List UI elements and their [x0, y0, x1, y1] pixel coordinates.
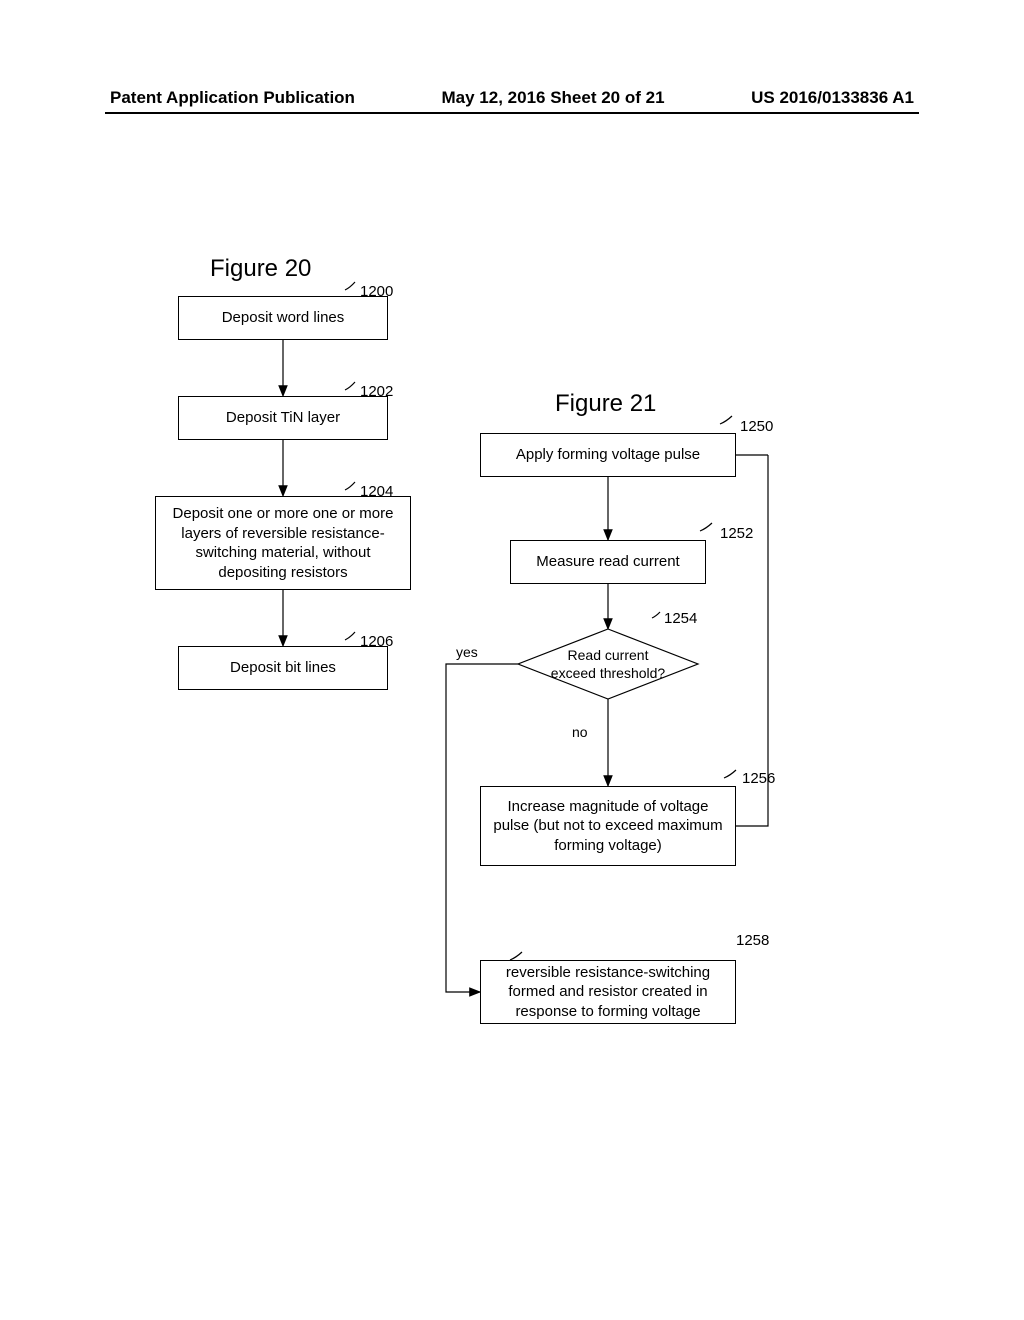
- box-formed-resistor-created: reversible resistance-switching formed a…: [480, 960, 736, 1024]
- header-center: May 12, 2016 Sheet 20 of 21: [442, 88, 665, 108]
- ref-1254: 1254: [664, 610, 697, 627]
- ref-1256: 1256: [742, 770, 775, 787]
- box-measure-read-current: Measure read current: [510, 540, 706, 584]
- page-root: Patent Application Publication May 12, 2…: [0, 0, 1024, 1320]
- box-deposit-reversible-material: Deposit one or more one or more layers o…: [155, 496, 411, 590]
- box-deposit-tin-layer: Deposit TiN layer: [178, 396, 388, 440]
- decision-no-label: no: [572, 724, 588, 740]
- ref-1206: 1206: [360, 633, 393, 650]
- ref-1258: 1258: [736, 932, 769, 949]
- page-header: Patent Application Publication May 12, 2…: [0, 88, 1024, 108]
- box-deposit-word-lines: Deposit word lines: [178, 296, 388, 340]
- header-left: Patent Application Publication: [110, 88, 355, 108]
- figure-20-title: Figure 20: [210, 255, 311, 283]
- header-rule: [105, 112, 919, 114]
- ref-1202: 1202: [360, 383, 393, 400]
- figure-21-title: Figure 21: [555, 390, 656, 418]
- ref-1200: 1200: [360, 283, 393, 300]
- box-deposit-bit-lines: Deposit bit lines: [178, 646, 388, 690]
- ref-1250: 1250: [740, 418, 773, 435]
- box-increase-voltage-pulse: Increase magnitude of voltage pulse (but…: [480, 786, 736, 866]
- svg-text:exceed threshold?: exceed threshold?: [551, 665, 666, 681]
- box-apply-forming-voltage: Apply forming voltage pulse: [480, 433, 736, 477]
- decision-yes-label: yes: [456, 644, 478, 660]
- ref-1204: 1204: [360, 483, 393, 500]
- svg-text:Read current: Read current: [568, 647, 649, 663]
- header-right: US 2016/0133836 A1: [751, 88, 914, 108]
- flowchart-svg: Read current exceed threshold?: [0, 0, 1024, 1320]
- ref-1252: 1252: [720, 525, 753, 542]
